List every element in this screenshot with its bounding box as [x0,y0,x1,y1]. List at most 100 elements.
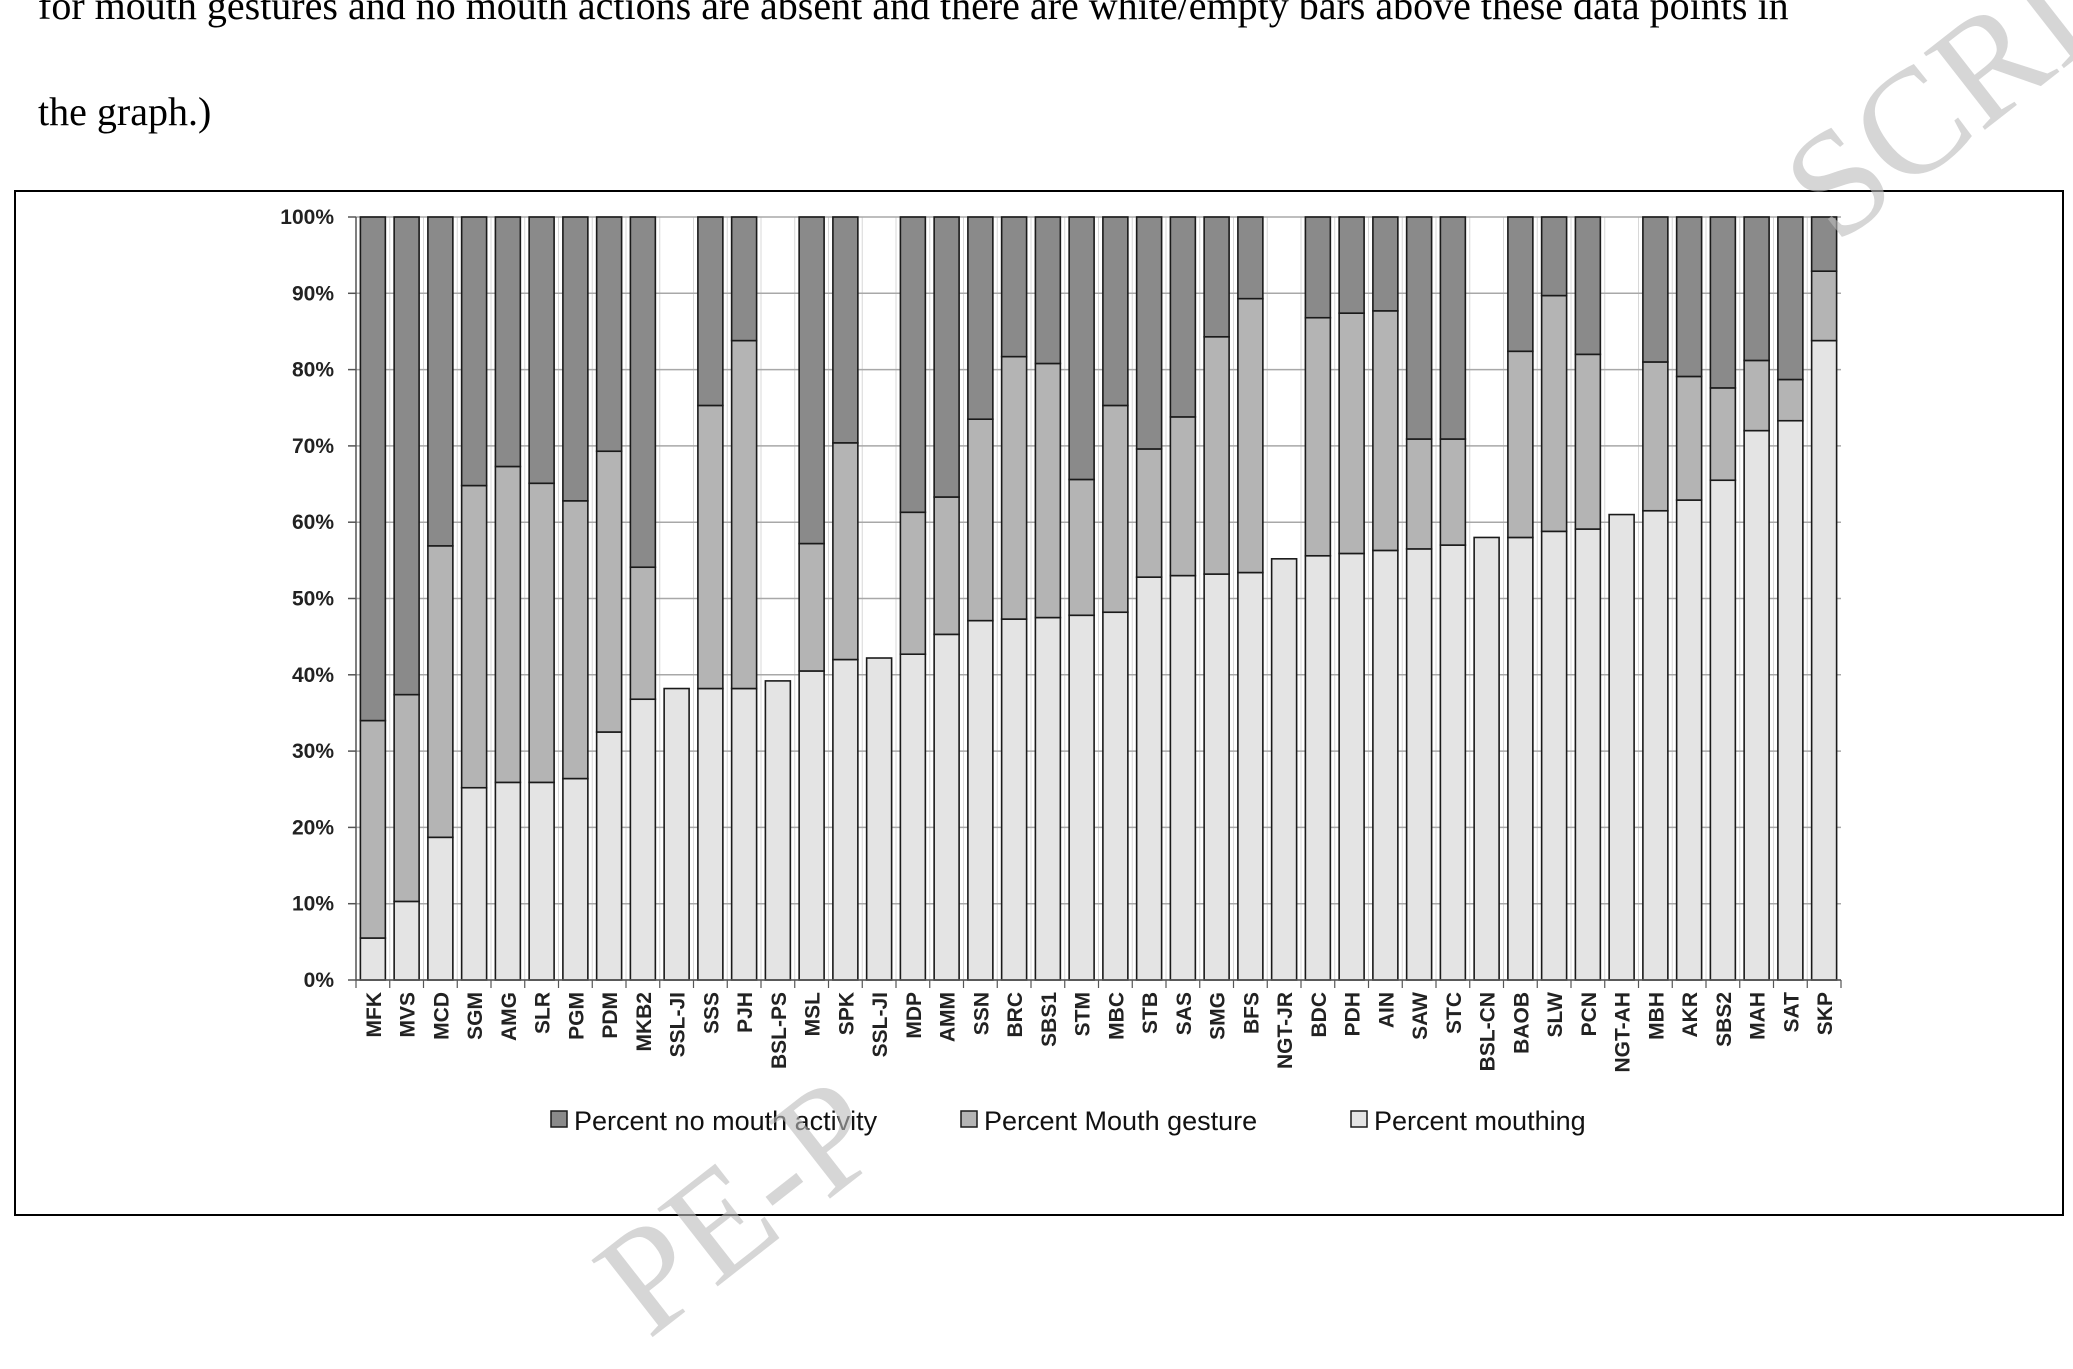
bar-segment-mouthing [562,777,589,981]
bar-segment-no-mouth-activity [967,216,994,420]
bar-segment-no-mouth-activity [1034,216,1062,365]
bar-segment-mouth-gesture [1135,448,1163,578]
bar-segment-no-mouth-activity [1102,216,1129,407]
bar-segment-mouth-gesture [1000,355,1028,620]
bar-segment-mouthing [764,680,792,981]
bar-segment-mouthing [1237,571,1264,981]
bar-segment-mouthing [1642,509,1669,981]
bar-segment-no-mouth-activity [1574,216,1602,356]
bar-segment-no-mouth-activity [1338,216,1365,314]
bar-segment-no-mouth-activity [1709,216,1737,389]
bar-segment-no-mouth-activity [528,216,555,485]
y-tick-label: 80% [292,359,334,382]
x-tick-label: BSL-CN [1477,992,1500,1071]
x-tick-label: PJH [734,992,757,1033]
bar-segment-no-mouth-activity [1405,216,1433,440]
bar-segment-mouthing [427,836,454,981]
x-tick-label: BDC [1308,992,1331,1038]
bars [359,216,1838,981]
y-tick-label: 40% [292,664,334,687]
bar-segment-mouthing [1034,616,1062,981]
bar-segment-mouth-gesture [730,339,758,690]
x-tick-label: SBS1 [1038,992,1061,1047]
x-tick-label: SSN [970,992,993,1035]
bar-segment-no-mouth-activity [933,216,960,498]
x-tick-label: MDP [903,992,926,1039]
bar-segment-mouth-gesture [1810,270,1838,342]
bar-segment-mouthing [1709,479,1737,981]
bar-segment-mouthing [1439,544,1467,981]
bar-segment-mouthing [1338,552,1365,981]
bar-segment-mouthing [1405,548,1433,981]
bar-segment-mouth-gesture [1675,375,1703,501]
bar-segment-mouth-gesture [1405,438,1433,550]
x-tick-label: SAT [1780,992,1803,1033]
bar-segment-mouthing [359,937,387,981]
bar-segment-mouth-gesture [899,511,927,655]
y-tick-label: 100% [280,206,334,229]
bar-segment-mouth-gesture [1574,353,1602,530]
x-tick-label: SMG [1207,992,1230,1040]
x-tick-label: PDM [599,992,622,1039]
y-tick-label: 30% [292,740,334,763]
y-tick-label: 20% [292,816,334,839]
bar-segment-mouthing [933,633,960,981]
bar-segment-mouthing [1574,528,1602,981]
bar-segment-mouth-gesture [1338,312,1365,555]
bar-segment-mouthing [595,731,623,981]
bar-segment-mouthing [697,687,724,981]
legend-swatch [1350,1110,1368,1128]
bar-segment-mouth-gesture [1102,404,1129,614]
bar-segment-mouth-gesture [1169,416,1197,577]
bar-segment-mouth-gesture [629,566,657,701]
stacked-bar-chart: 0% 10% 20% 30% 40% 50% 60% 70% 80% 90% 100% MFK MVS… [280,206,1842,1136]
bar-segment-mouth-gesture [1540,294,1568,533]
bar-segment-mouthing [1203,573,1230,981]
bar-segment-mouthing [1135,576,1163,981]
x-tick-label: STB [1139,992,1162,1034]
bar-segment-mouth-gesture [1743,359,1770,432]
x-tick-label: PCN [1578,992,1601,1036]
bar-segment-no-mouth-activity [1304,216,1332,319]
bar-segment-no-mouth-activity [1507,216,1534,353]
bar-segment-mouthing [899,653,927,981]
bar-segment-mouthing [967,619,994,981]
y-tick-label: 0% [304,969,335,992]
bar-segment-mouthing [798,670,825,981]
x-tick-label: AMM [937,992,960,1042]
x-tick-label: SLR [532,992,555,1034]
x-tick-label: AKR [1679,992,1702,1038]
bar-segment-mouth-gesture [798,542,825,672]
bar-segment-no-mouth-activity [1068,216,1095,481]
x-tick-label: BFS [1240,992,1263,1034]
bar-segment-no-mouth-activity [899,216,927,514]
bar-segment-mouthing [663,687,690,981]
bar-segment-no-mouth-activity [1675,216,1703,378]
x-tick-label: SKP [1814,992,1837,1035]
bar-segment-mouthing [1000,618,1028,981]
bar-segment-no-mouth-activity [562,216,589,502]
bar-segment-mouth-gesture [1068,478,1095,617]
x-tick-label: BRC [1004,992,1027,1038]
legend-label: Percent no mouth activity [574,1106,878,1136]
bar-segment-no-mouth-activity [1642,216,1669,363]
bar-segment-no-mouth-activity [494,216,522,468]
legend-label: Percent Mouth gesture [984,1106,1257,1136]
bar-segment-mouth-gesture [359,719,387,939]
x-tick-label: SBS2 [1713,992,1736,1047]
bar-segment-mouthing [1777,419,1804,981]
x-tick-label: MBC [1105,992,1128,1040]
x-tick-label: MAH [1747,992,1770,1040]
bar-segment-mouth-gesture [1777,378,1804,422]
legend-label: Percent mouthing [1374,1106,1586,1136]
bar-segment-no-mouth-activity [1237,216,1264,300]
bar-segment-mouth-gesture [1304,316,1332,557]
x-tick-label: STC [1443,992,1466,1034]
y-tick-label: 10% [292,893,334,916]
bar-segment-no-mouth-activity [1777,216,1804,381]
bar-segment-no-mouth-activity [798,216,825,545]
x-tick-label: SGM [464,992,487,1040]
bar-segment-mouth-gesture [697,404,724,690]
bar-segment-mouth-gesture [1507,350,1534,539]
x-tick-label: STM [1072,992,1095,1036]
